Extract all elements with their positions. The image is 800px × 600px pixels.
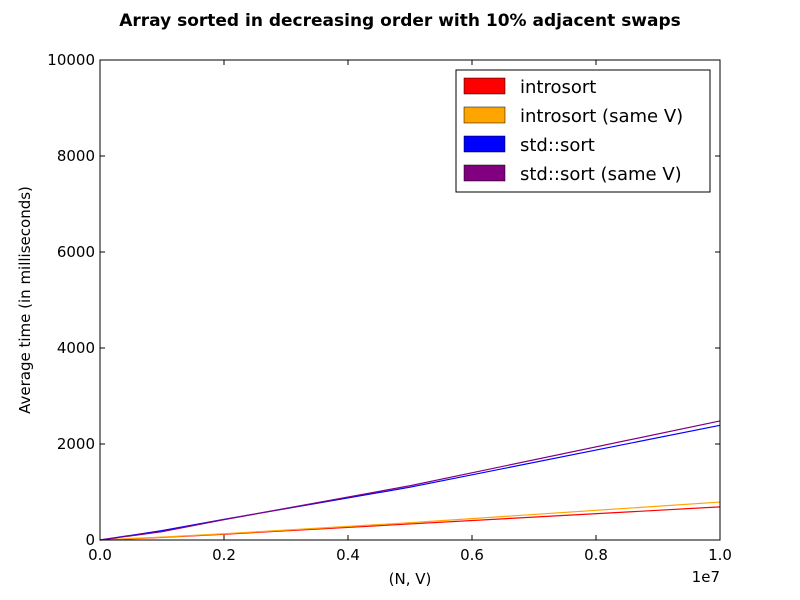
chart-title: Array sorted in decreasing order with 10… bbox=[119, 11, 681, 31]
tick-layer: 0.0 0.2 0.4 0.6 0.8 1.0 0 2000 4000 6000 8000 10000 bbox=[47, 51, 732, 564]
series-line-1 bbox=[99, 501, 721, 541]
legend-label-1: introsort (same V) bbox=[520, 106, 683, 127]
x-tick-label-4: 0.8 bbox=[584, 546, 608, 564]
legend-label-2: std::sort bbox=[520, 135, 595, 156]
series-line-3 bbox=[99, 420, 721, 541]
plot-frame bbox=[99, 59, 721, 541]
x-tick-label-3: 0.6 bbox=[460, 546, 484, 564]
x-tick-label-5: 1.0 bbox=[708, 546, 732, 564]
x-axis-label: (N, V) bbox=[389, 570, 432, 588]
legend-swatch-3 bbox=[463, 164, 506, 182]
y-axis-label: Average time (in milliseconds) bbox=[16, 186, 34, 414]
y-tick-label-5: 10000 bbox=[47, 51, 95, 69]
y-tick-label-3: 6000 bbox=[57, 243, 95, 261]
x-tick-label-2: 0.4 bbox=[336, 546, 360, 564]
legend-label-0: introsort bbox=[520, 77, 596, 98]
x-tick-label-1: 0.2 bbox=[212, 546, 236, 564]
legend-label-3: std::sort (same V) bbox=[520, 164, 682, 185]
x-tick-label-0: 0.0 bbox=[88, 546, 112, 564]
legend-swatch-0 bbox=[463, 77, 506, 95]
legend-swatch-1 bbox=[463, 106, 506, 124]
y-tick-label-1: 2000 bbox=[57, 435, 95, 453]
y-tick-label-4: 8000 bbox=[57, 147, 95, 165]
series-layer bbox=[99, 420, 721, 541]
legend-swatch-2 bbox=[463, 135, 506, 153]
y-tick-label-2: 4000 bbox=[57, 339, 95, 357]
x-offset-label: 1e7 bbox=[692, 568, 720, 586]
y-tick-label-0: 0 bbox=[85, 531, 95, 549]
